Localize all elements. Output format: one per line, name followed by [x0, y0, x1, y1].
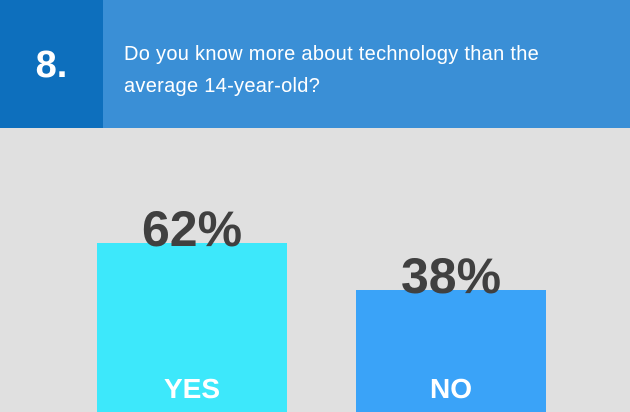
value-label: 38%	[401, 248, 501, 304]
question-title: Do you know more about technology than t…	[124, 43, 540, 97]
value-label: 62%	[142, 201, 242, 257]
bar	[97, 243, 287, 412]
number-box	[0, 0, 103, 128]
category-label: NO	[430, 373, 472, 404]
header	[0, 0, 630, 128]
question-number: 8.	[35, 44, 68, 86]
bar	[356, 289, 546, 412]
category-label: YES	[164, 373, 220, 404]
